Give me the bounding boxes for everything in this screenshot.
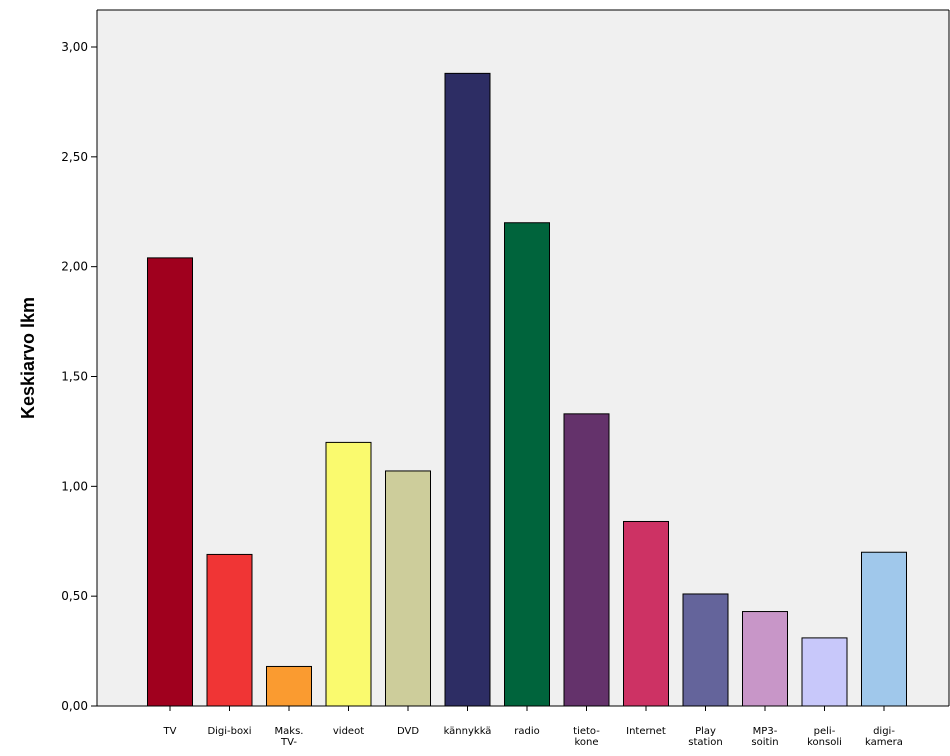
x-category-label: soitin [751,737,778,748]
x-category-label: tieto- [573,726,600,737]
x-category-label: Internet [626,726,666,737]
x-category-label: TV- [280,737,297,748]
bar [325,441,372,707]
x-category-label: Maks. [275,726,304,737]
bar [742,611,788,707]
x-category-label: station [688,737,722,748]
y-tick-label: 2,50 [61,150,88,164]
x-category-label: digi- [873,726,895,737]
bar [801,637,848,707]
bar [861,551,907,707]
y-tick-label: 0,00 [61,699,88,713]
bar [504,222,550,707]
x-category-label: DVD [397,726,419,737]
y-tick-label: 1,00 [61,479,88,493]
y-tick-label: 2,00 [61,260,88,274]
bar [682,593,729,707]
x-category-label: videot [333,726,364,737]
y-tick-label: 1,50 [61,370,88,384]
x-category-label: MP3- [753,726,778,737]
x-category-label: TV [163,726,177,737]
y-tick-label: 3,00 [61,40,88,54]
bar [147,257,193,707]
x-category-label: kamera [865,737,903,748]
bar [206,553,253,707]
bar [444,72,491,707]
bar [563,413,610,707]
x-category-label: kone [574,737,598,748]
x-category-label: peli- [814,726,836,737]
x-category-label: kännykkä [444,726,492,737]
x-category-label: radio [514,726,539,737]
y-axis-label: Keskiarvo lkm [18,297,38,419]
bar [623,520,669,707]
x-category-label: konsoli [807,737,842,748]
x-category-label: Play [695,726,716,737]
y-tick-label: 0,50 [61,589,88,603]
bar [385,470,431,707]
bar [266,665,312,707]
x-category-label: Digi-boxi [207,726,251,737]
